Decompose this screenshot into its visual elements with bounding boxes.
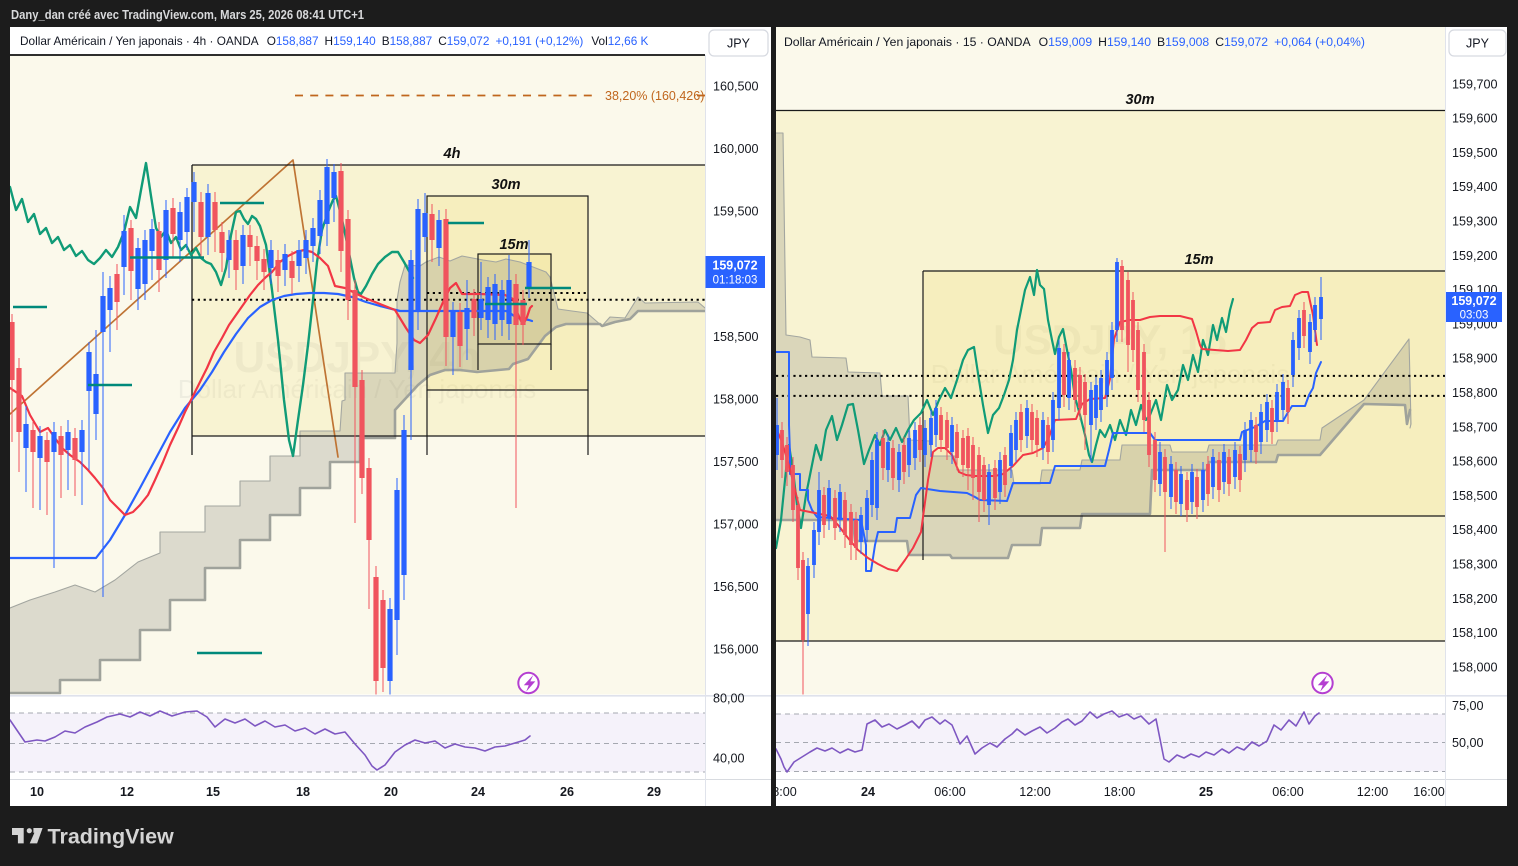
svg-text:158,400: 158,400	[1452, 523, 1498, 537]
svg-text:160,500: 160,500	[713, 79, 759, 93]
svg-text:158,200: 158,200	[1452, 592, 1498, 606]
svg-text:18: 18	[296, 785, 310, 799]
svg-text:158,500: 158,500	[1452, 489, 1498, 503]
svg-text:80,00: 80,00	[713, 692, 745, 706]
svg-text:158,300: 158,300	[1452, 558, 1498, 572]
svg-text:30m: 30m	[1125, 92, 1154, 108]
svg-text:15m: 15m	[499, 237, 528, 253]
svg-text:TradingView: TradingView	[48, 825, 175, 849]
svg-text:12: 12	[120, 785, 134, 799]
svg-text:24: 24	[471, 785, 485, 799]
svg-text:Dany_dan créé avec TradingView: Dany_dan créé avec TradingView.com, Mars…	[11, 7, 364, 22]
svg-text:06:00: 06:00	[1272, 785, 1304, 799]
svg-text:158,800: 158,800	[1452, 386, 1498, 400]
svg-text:10: 10	[30, 785, 44, 799]
svg-text:01:18:03: 01:18:03	[713, 275, 758, 287]
svg-text:20: 20	[384, 785, 398, 799]
svg-text:03:03: 03:03	[1460, 310, 1489, 322]
svg-text:157,500: 157,500	[713, 455, 759, 469]
svg-text:50,00: 50,00	[1452, 736, 1484, 750]
svg-text:4h: 4h	[443, 146, 461, 162]
svg-text:159,300: 159,300	[1452, 215, 1498, 229]
svg-text:158,900: 158,900	[1452, 352, 1498, 366]
svg-text:158,100: 158,100	[1452, 626, 1498, 640]
svg-text:159,700: 159,700	[1452, 77, 1498, 91]
svg-text:16:00: 16:00	[1413, 785, 1445, 799]
svg-text:75,00: 75,00	[1452, 699, 1484, 713]
svg-text:JPY: JPY	[727, 37, 751, 51]
svg-text:159,400: 159,400	[1452, 180, 1498, 194]
svg-text:18:00: 18:00	[765, 785, 797, 799]
svg-text:158,000: 158,000	[713, 392, 759, 406]
svg-text:15: 15	[206, 785, 220, 799]
svg-text:159,072: 159,072	[1451, 294, 1496, 308]
svg-text:159,500: 159,500	[1452, 146, 1498, 160]
svg-text:156,000: 156,000	[713, 642, 759, 656]
svg-text:Dollar Américain / Yen japonai: Dollar Américain / Yen japonais · 15 · O…	[784, 35, 1365, 49]
svg-text:12:00: 12:00	[1019, 785, 1051, 799]
svg-text:156,500: 156,500	[713, 580, 759, 594]
svg-text:06:00: 06:00	[934, 785, 966, 799]
svg-text:160,000: 160,000	[713, 142, 759, 156]
svg-text:159,500: 159,500	[713, 204, 759, 218]
svg-text:158,600: 158,600	[1452, 455, 1498, 469]
svg-text:15m: 15m	[1184, 252, 1213, 268]
svg-text:158,700: 158,700	[1452, 420, 1498, 434]
svg-text:JPY: JPY	[1466, 37, 1490, 51]
svg-text:12:00: 12:00	[1357, 785, 1389, 799]
svg-text:USDJPY, 15: USDJPY, 15	[993, 316, 1226, 363]
svg-text:159,600: 159,600	[1452, 112, 1498, 126]
svg-text:Dollar Américain / Yen japonai: Dollar Américain / Yen japonais · 4h · O…	[20, 34, 649, 48]
svg-text:29: 29	[647, 785, 661, 799]
svg-text:26: 26	[560, 785, 574, 799]
svg-text:24: 24	[861, 785, 875, 799]
svg-text:159,200: 159,200	[1452, 249, 1498, 263]
svg-text:158,500: 158,500	[713, 330, 759, 344]
svg-text:18:00: 18:00	[1104, 785, 1136, 799]
svg-text:159,072: 159,072	[712, 259, 757, 273]
svg-text:25: 25	[1199, 785, 1213, 799]
svg-text:158,000: 158,000	[1452, 660, 1498, 674]
svg-text:38,20% (160,426): 38,20% (160,426)	[605, 89, 704, 103]
svg-text:40,00: 40,00	[713, 752, 745, 766]
svg-text:30m: 30m	[491, 177, 520, 193]
svg-text:157,000: 157,000	[713, 517, 759, 531]
